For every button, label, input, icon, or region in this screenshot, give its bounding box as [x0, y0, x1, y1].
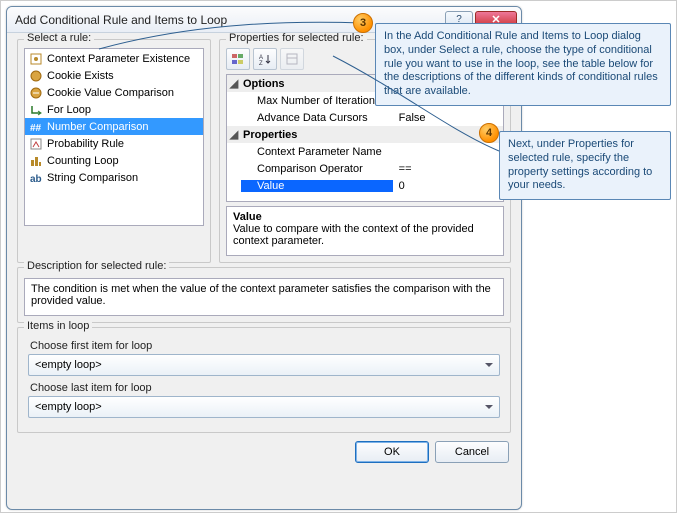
- rule-label: Counting Loop: [47, 155, 119, 167]
- pg-key: Comparison Operator: [241, 163, 393, 175]
- pg-row[interactable]: Context Parameter Name: [227, 143, 503, 160]
- rule-icon: [29, 86, 43, 100]
- rule-icon: [29, 137, 43, 151]
- rule-item[interactable]: Cookie Exists: [25, 67, 203, 84]
- pg-key: Advance Data Cursors: [241, 112, 393, 124]
- rule-item[interactable]: ## Number Comparison: [25, 118, 203, 135]
- first-item-label: Choose first item for loop: [30, 340, 500, 352]
- pg-key: Context Parameter Name: [241, 146, 393, 158]
- rule-item[interactable]: Counting Loop: [25, 152, 203, 169]
- rule-label: Cookie Exists: [47, 70, 114, 82]
- rule-icon: [29, 69, 43, 83]
- prop-desc-text: Value to compare with the context of the…: [233, 223, 497, 247]
- pg-section-header[interactable]: ◢Properties: [227, 126, 503, 143]
- rule-label: For Loop: [47, 104, 91, 116]
- items-in-loop-group: Items in loop Choose first item for loop…: [17, 327, 511, 433]
- collapse-icon[interactable]: ◢: [227, 128, 241, 141]
- pg-row[interactable]: Advance Data CursorsFalse: [227, 109, 503, 126]
- rule-description-label: Description for selected rule:: [24, 260, 169, 272]
- rule-list[interactable]: Context Parameter Existence Cookie Exist…: [24, 48, 204, 226]
- pg-key: Max Number of Iterations: [241, 95, 393, 107]
- rule-icon: [29, 154, 43, 168]
- sort-az-icon[interactable]: AZ: [253, 48, 277, 70]
- first-item-combo[interactable]: <empty loop>: [28, 354, 500, 376]
- svg-text:Z: Z: [259, 61, 263, 66]
- callout-badge-4: 4: [479, 123, 499, 143]
- ok-button[interactable]: OK: [355, 441, 429, 463]
- pg-row[interactable]: Comparison Operator==: [227, 160, 503, 177]
- svg-text:##: ##: [30, 123, 42, 134]
- pg-value[interactable]: 0: [393, 180, 503, 192]
- combo-value: <empty loop>: [35, 401, 102, 413]
- rule-label: Probability Rule: [47, 138, 124, 150]
- pg-key: Value: [241, 180, 393, 192]
- rule-item[interactable]: Cookie Value Comparison: [25, 84, 203, 101]
- pg-value[interactable]: ==: [393, 163, 503, 175]
- rule-description-text: The condition is met when the value of t…: [24, 278, 504, 316]
- rule-label: String Comparison: [47, 172, 138, 184]
- rule-icon: ab: [29, 171, 43, 185]
- callout-3: In the Add Conditional Rule and Items to…: [375, 23, 671, 106]
- rule-description-group: Description for selected rule: The condi…: [17, 267, 511, 323]
- property-pages-icon[interactable]: [280, 48, 304, 70]
- svg-text:ab: ab: [30, 174, 42, 185]
- combo-value: <empty loop>: [35, 359, 102, 371]
- rule-label: Number Comparison: [47, 121, 148, 133]
- rule-item[interactable]: Context Parameter Existence: [25, 50, 203, 67]
- collapse-icon[interactable]: ◢: [227, 77, 241, 90]
- select-rule-label: Select a rule:: [24, 33, 94, 44]
- cancel-button[interactable]: Cancel: [435, 441, 509, 463]
- pg-section-label: Properties: [241, 129, 387, 141]
- callout-4: Next, under Properties for selected rule…: [499, 131, 671, 200]
- last-item-label: Choose last item for loop: [30, 382, 500, 394]
- rule-item[interactable]: For Loop: [25, 101, 203, 118]
- pg-value[interactable]: False: [393, 112, 503, 124]
- items-in-loop-label: Items in loop: [24, 320, 92, 332]
- pg-section-label: Options: [241, 78, 387, 90]
- categorized-icon[interactable]: [226, 48, 250, 70]
- rule-label: Context Parameter Existence: [47, 53, 190, 65]
- rule-icon: [29, 103, 43, 117]
- select-rule-group: Select a rule: Context Parameter Existen…: [17, 39, 211, 263]
- rule-icon: ##: [29, 120, 43, 134]
- rule-icon: [29, 52, 43, 66]
- last-item-combo[interactable]: <empty loop>: [28, 396, 500, 418]
- callout-badge-3: 3: [353, 13, 373, 33]
- rule-item[interactable]: Probability Rule: [25, 135, 203, 152]
- prop-desc-title: Value: [233, 211, 497, 223]
- pg-row[interactable]: Value0: [227, 177, 503, 194]
- properties-label: Properties for selected rule:: [226, 33, 367, 44]
- dialog-buttons: OK Cancel: [17, 437, 511, 463]
- property-description: Value Value to compare with the context …: [226, 206, 504, 256]
- rule-label: Cookie Value Comparison: [47, 87, 174, 99]
- rule-item[interactable]: ab String Comparison: [25, 169, 203, 186]
